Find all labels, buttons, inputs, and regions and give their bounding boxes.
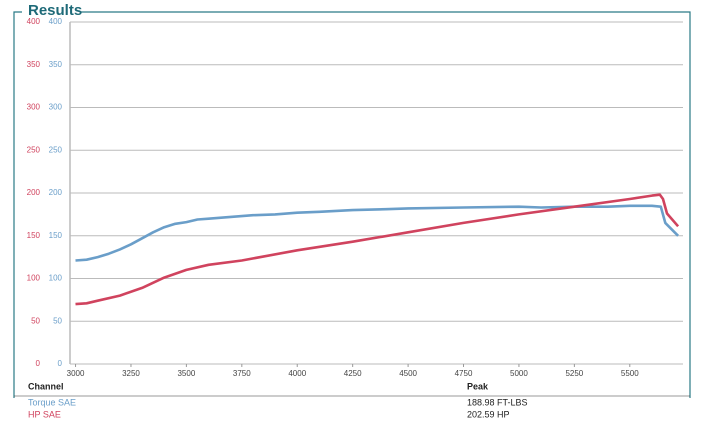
y-tick-label: 150 [27,231,41,240]
y2-tick-label: 250 [49,145,63,154]
y-tick-label: 350 [27,60,41,69]
x-tick-label: 5500 [621,369,639,378]
x-tick-label: 5250 [565,369,583,378]
y-tick-label: 100 [27,274,41,283]
y2-tick-label: 200 [49,188,63,197]
frame [13,11,691,398]
series-line [75,204,680,262]
y2-tick-label: 50 [53,316,62,325]
table-header: Peak [467,381,489,391]
y-tick-label: 0 [36,359,41,368]
table-header: Channel [28,381,64,391]
y2-tick-label: 0 [58,359,63,368]
y-tick-label: 400 [27,17,41,26]
legend-label: Torque SAE [28,397,76,407]
x-tick-label: 4000 [288,369,306,378]
chart-title: Results [28,2,82,19]
y2-tick-label: 150 [49,231,63,240]
y-tick-label: 300 [27,103,41,112]
x-tick-label: 3000 [67,369,85,378]
series-line [75,193,680,306]
x-tick-label: 3750 [233,369,251,378]
x-tick-label: 3500 [177,369,195,378]
x-tick-label: 3250 [122,369,140,378]
peak-value: 188.98 FT-LBS [467,397,528,407]
legend-label: HP SAE [28,409,61,419]
y2-tick-label: 100 [49,274,63,283]
x-tick-label: 4500 [399,369,417,378]
x-tick-label: 5000 [510,369,528,378]
y-tick-label: 200 [27,188,41,197]
y2-tick-label: 350 [49,60,63,69]
x-tick-label: 4750 [455,369,473,378]
y2-tick-label: 300 [49,103,63,112]
y-tick-label: 250 [27,145,41,154]
y-tick-label: 50 [31,316,40,325]
y2-tick-label: 400 [49,17,63,26]
x-tick-label: 4250 [344,369,362,378]
peak-value: 202.59 HP [467,409,510,419]
